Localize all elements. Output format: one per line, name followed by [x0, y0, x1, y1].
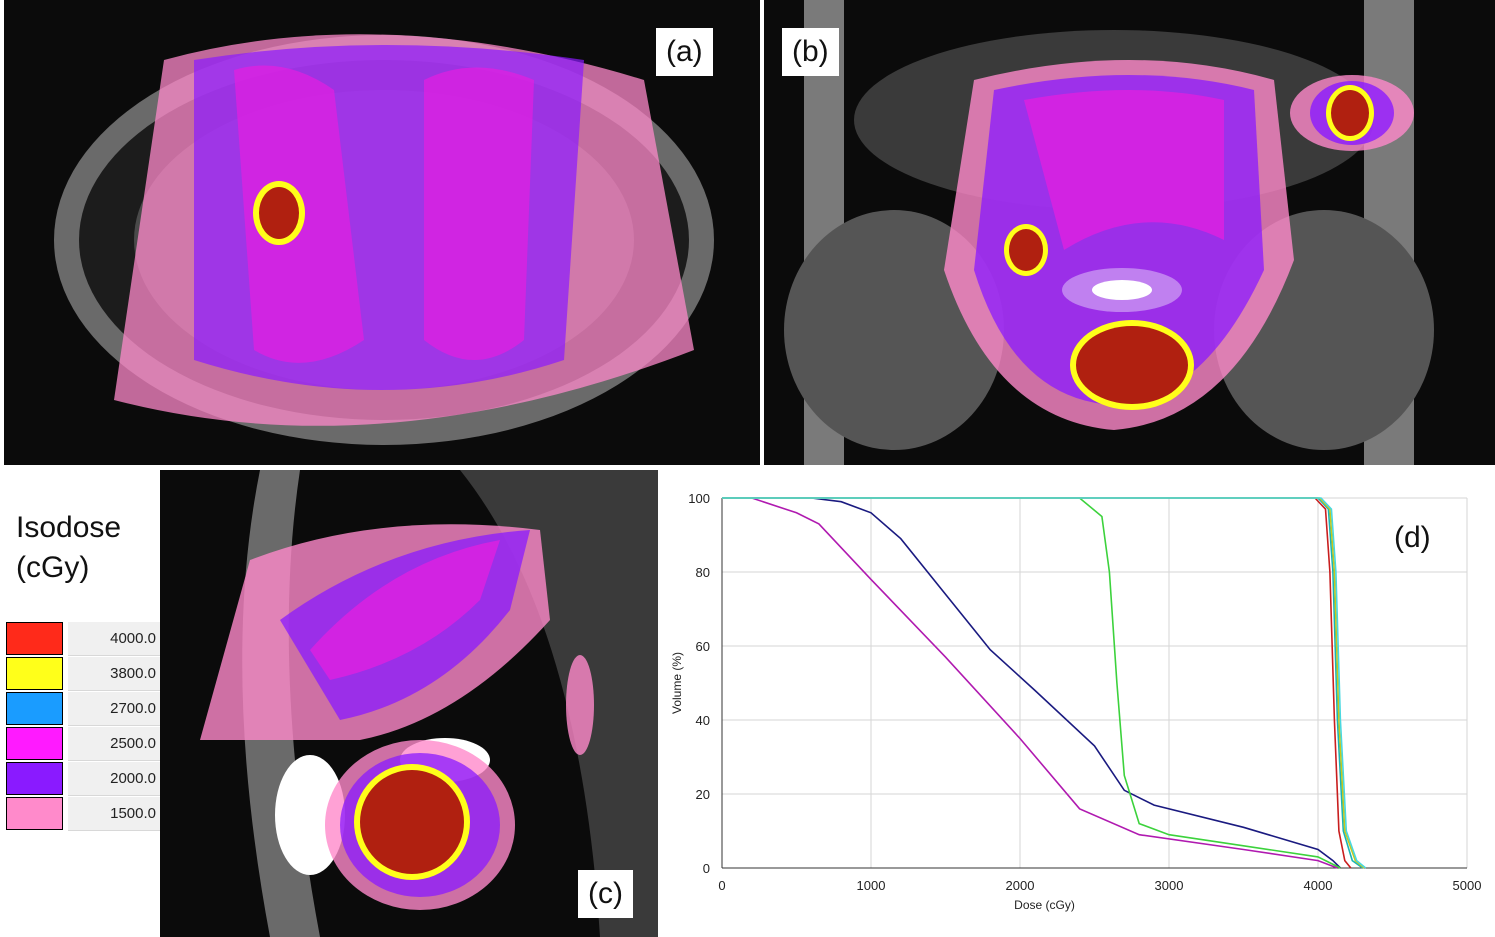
legend-swatch [6, 762, 63, 795]
isodose-legend: Isodose (cGy) 4000.0 3800.0 2700.0 2500.… [0, 468, 160, 937]
y-tick-label: 100 [688, 491, 710, 506]
dvh-plot: 0 1000 2000 3000 4000 5000 0 20 40 60 80 100 Dose (c… [670, 491, 1482, 912]
x-tick-label: 4000 [1304, 878, 1333, 893]
dvh-series-line-3 [722, 497, 1341, 869]
dvh-series-line-2 [722, 497, 1341, 869]
legend-row-1500: 1500.0 [6, 797, 160, 832]
legend-swatch [6, 622, 63, 655]
x-tick-label: 0 [718, 878, 725, 893]
panel-c-sagittal-image: (c) [160, 470, 658, 937]
legend-swatch [6, 727, 63, 760]
dvh-series-line-6 [722, 497, 1365, 869]
legend-value: 4000.0 [68, 622, 160, 656]
coronal-isodose-image [784, 0, 1434, 465]
y-tick-label: 40 [696, 713, 710, 728]
dvh-series-line-5 [722, 497, 1364, 869]
x-tick-label: 1000 [857, 878, 886, 893]
panel-d-label: (d) [1384, 514, 1441, 562]
x-tick-label: 3000 [1155, 878, 1184, 893]
legend-row-2000: 2000.0 [6, 762, 160, 797]
legend-title-line2: (cGy) [16, 551, 90, 584]
dvh-chart: 0 1000 2000 3000 4000 5000 0 20 40 60 80 100 Dose (c… [662, 470, 1495, 937]
y-tick-label: 60 [696, 639, 710, 654]
legend-value: 2000.0 [68, 762, 160, 796]
panel-b-coronal-image: (b) [764, 0, 1495, 465]
y-tick-label: 0 [703, 861, 710, 876]
y-tick-label: 80 [696, 565, 710, 580]
y-axis-title: Volume (%) [670, 652, 684, 714]
axial-isodose-image [54, 34, 714, 445]
legend-swatch [6, 797, 63, 830]
dvh-series-line-1 [722, 497, 1338, 869]
panel-c-label: (c) [578, 870, 633, 918]
sagittal-isodose-image [200, 470, 658, 937]
legend-value: 2700.0 [68, 692, 160, 726]
panel-a-axial-image: (a) [4, 0, 760, 465]
x-tick-label: 2000 [1006, 878, 1035, 893]
legend-value: 2500.0 [68, 727, 160, 761]
panel-a-label: (a) [656, 28, 713, 76]
legend-swatch [6, 692, 63, 725]
dvh-series-line-4 [722, 497, 1352, 869]
legend-title: Isodose (cGy) [16, 508, 121, 588]
legend-row-2700: 2700.0 [6, 692, 160, 727]
legend-value: 3800.0 [68, 657, 160, 691]
legend-row-4000: 4000.0 [6, 622, 160, 657]
legend-title-line1: Isodose [16, 511, 122, 544]
y-tick-label: 20 [696, 787, 710, 802]
legend-row-3800: 3800.0 [6, 657, 160, 692]
legend-swatch [6, 657, 63, 690]
x-axis-title: Dose (cGy) [1014, 898, 1075, 912]
legend-row-2500: 2500.0 [6, 727, 160, 762]
dvh-series-line-7 [722, 497, 1367, 869]
panel-b-label: (b) [782, 28, 839, 76]
x-tick-label: 5000 [1453, 878, 1482, 893]
legend-value: 1500.0 [68, 797, 160, 831]
